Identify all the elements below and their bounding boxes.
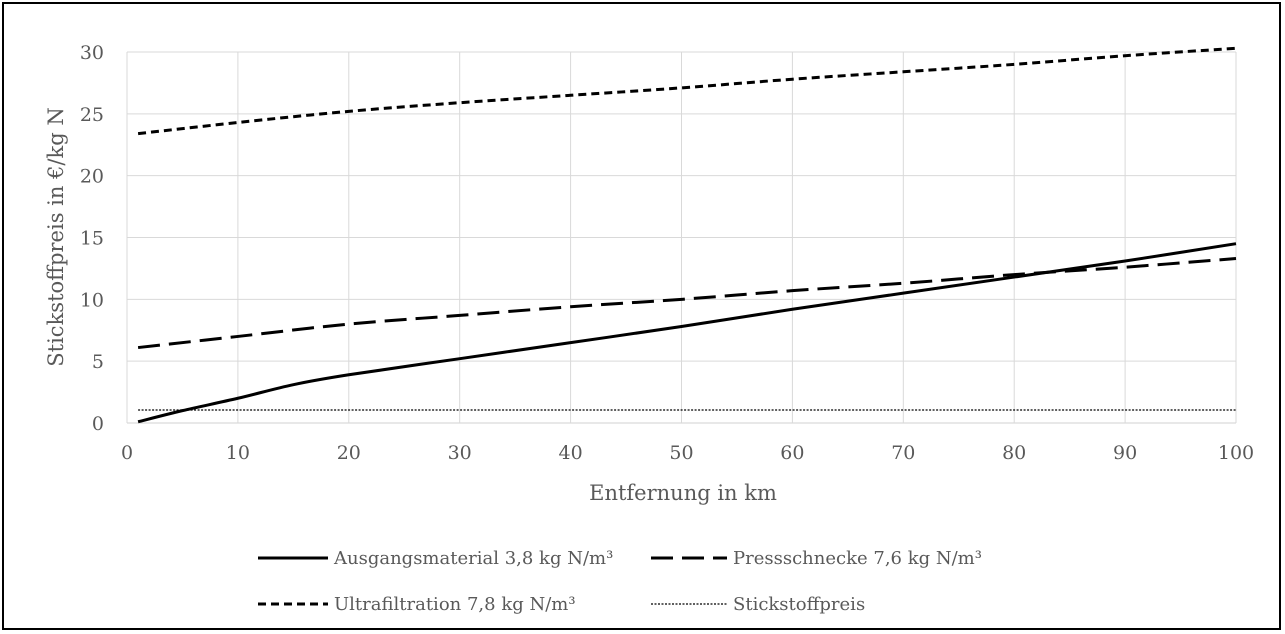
y-tick-label-3: 15: [80, 228, 104, 250]
x-tick-label-5: 50: [669, 442, 693, 464]
y-tick-label-5: 25: [80, 104, 104, 126]
series-line-1: [137, 257, 1237, 350]
x-tick-label-2: 20: [337, 442, 361, 464]
series-layer: [137, 46, 1237, 424]
x-tick-label-7: 70: [891, 442, 915, 464]
x-tick-labels: 0 10 20 30 40 50 60 70 80 90 100: [121, 442, 1254, 464]
y-tick-labels: 0 5 10 15 20 25 30: [80, 42, 104, 435]
x-tick-label-10: 100: [1218, 442, 1254, 464]
legend-label-0: Ausgangsmaterial 3,8 kg N/m³: [333, 548, 613, 569]
y-tick-label-4: 20: [80, 166, 104, 188]
legend-label-1: Pressschnecke 7,6 kg N/m³: [733, 548, 982, 569]
series-line-0: [137, 242, 1237, 424]
legend: Ausgangsmaterial 3,8 kg N/m³ Pressschneck…: [258, 548, 982, 615]
y-tick-label-0: 0: [92, 413, 104, 435]
x-tick-label-3: 30: [448, 442, 472, 464]
x-tick-label-6: 60: [780, 442, 804, 464]
y-tick-label-2: 10: [80, 289, 104, 311]
legend-label-3: Stickstoffpreis: [733, 594, 865, 615]
series-line-2: [137, 46, 1237, 136]
legend-label-2: Ultrafiltration 7,8 kg N/m³: [334, 594, 576, 615]
x-tick-label-4: 40: [559, 442, 583, 464]
y-axis-title: Stickstoffpreis in €/kg N: [44, 107, 68, 366]
x-tick-label-0: 0: [121, 442, 133, 464]
x-tick-label-1: 10: [226, 442, 250, 464]
x-axis-title: Entfernung in km: [589, 481, 777, 505]
grid: [126, 51, 1237, 424]
x-tick-label-9: 90: [1113, 442, 1137, 464]
y-tick-label-6: 30: [80, 42, 104, 64]
y-tick-label-1: 5: [92, 351, 104, 373]
x-tick-label-8: 80: [1002, 442, 1026, 464]
